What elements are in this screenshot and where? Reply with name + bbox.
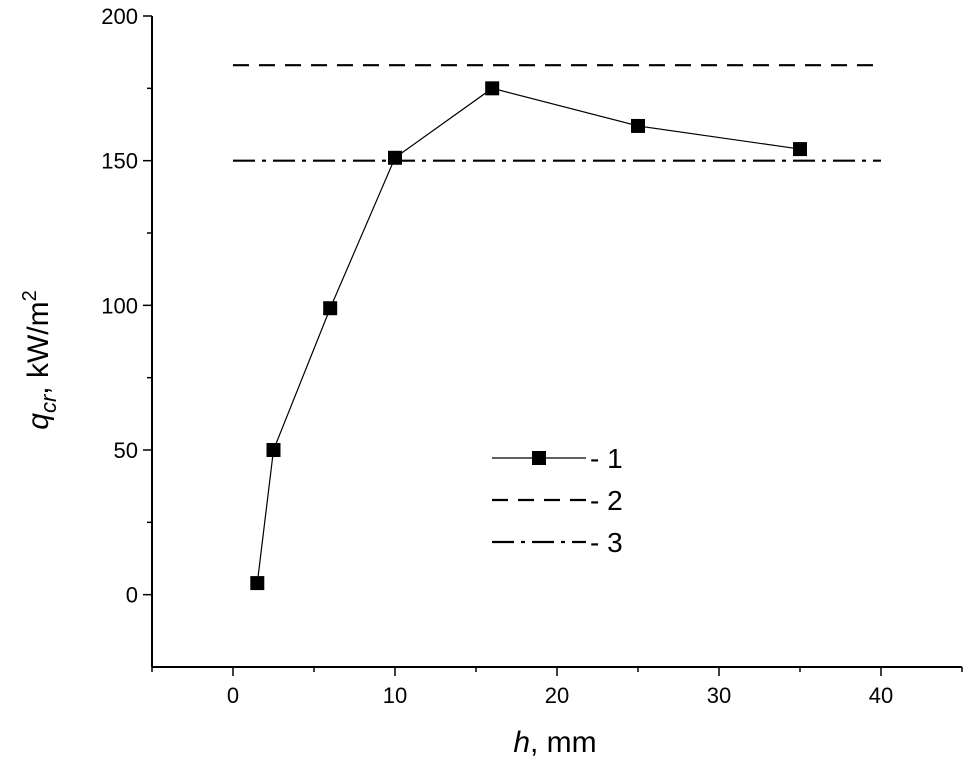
x-axis-title: h, mm (513, 726, 596, 759)
series-1 (250, 81, 807, 591)
x-tick-label: 0 (227, 683, 239, 708)
series-layer (233, 64, 881, 591)
data-point (388, 150, 402, 165)
data-point (485, 81, 500, 96)
y-tick-label: 150 (101, 149, 138, 174)
y-tick-label: 50 (114, 438, 138, 463)
legend-label: - 3 (590, 527, 623, 558)
data-point (266, 443, 281, 457)
data-point (323, 301, 338, 316)
legend-marker (532, 451, 546, 465)
legend: - 1 - 2 - 3 (492, 443, 623, 558)
y-axis-superscript: 2 (19, 290, 41, 301)
series-line (256, 87, 801, 584)
x-tick-label: 10 (383, 683, 407, 708)
x-tick-label: 40 (869, 683, 893, 708)
x-axis-var: h (513, 726, 530, 759)
data-point (250, 576, 265, 591)
y-axis-unit: , kW/m (22, 301, 55, 394)
y-tick-label: 0 (126, 583, 138, 608)
y-tick-label: 100 (101, 293, 138, 318)
x-tick-label: 30 (707, 683, 731, 708)
y-tick-label: 200 (101, 4, 138, 29)
legend-item: - 3 (492, 527, 623, 558)
data-point (631, 118, 645, 133)
x-axis-unit: , mm (530, 726, 597, 759)
y-axis-subscript: cr (36, 393, 61, 413)
y-axis-title: qcr, kW/m2 (19, 290, 61, 429)
data-point (793, 142, 807, 157)
x-tick-label: 20 (545, 683, 569, 708)
legend-item: - 1 (492, 443, 623, 474)
axes: 0 10 20 30 40 0 50 100 150 200 (101, 4, 963, 708)
legend-label: - 1 (590, 443, 623, 474)
legend-label: - 2 (590, 485, 623, 516)
y-axis-var: q (22, 413, 55, 430)
legend-item: - 2 (492, 485, 623, 516)
